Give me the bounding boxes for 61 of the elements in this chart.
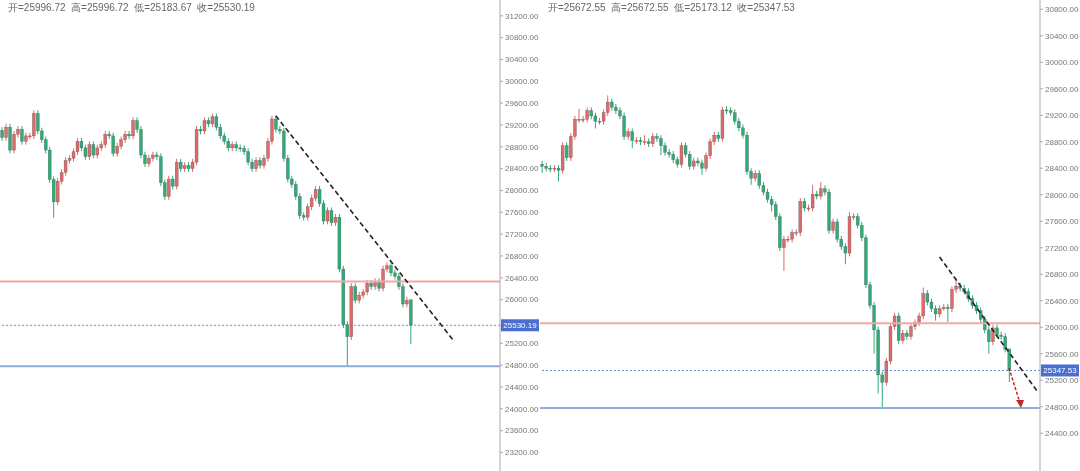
y-tick-label: 27200.00	[1045, 243, 1079, 253]
candlestick	[167, 175, 171, 201]
y-tick-label: 28000.00	[505, 186, 539, 196]
y-tick-label: 26000.00	[1045, 323, 1079, 333]
candlestick	[540, 160, 544, 174]
y-tick-label: 28400.00	[505, 164, 539, 174]
candlestick	[1007, 348, 1011, 383]
candlestick	[700, 159, 704, 176]
chart-title: 开=25996.72 高=25996.72 低=25183.67 收=25530.19	[6, 1, 257, 15]
y-tick-label: 30000.00	[1045, 58, 1079, 68]
candlestick	[630, 128, 634, 149]
y-tick-label: 24800.00	[1045, 402, 1079, 412]
y-tick-label: 26800.00	[505, 251, 539, 261]
candlestick	[147, 154, 151, 168]
ref-line-label: 25347.53	[1043, 366, 1078, 376]
y-tick-label: 28800.00	[505, 142, 539, 152]
candlestick	[12, 130, 16, 154]
y-tick-label: 29600.00	[505, 98, 539, 108]
y-tick-label: 23200.00	[505, 448, 539, 458]
candlestick	[258, 156, 262, 170]
chart-title: 开=25672.55 高=25672.55 低=25173.12 收=25347.53	[546, 1, 797, 15]
candlestick	[20, 125, 24, 146]
y-tick-label: 23600.00	[505, 426, 539, 436]
y-tick-label: 28400.00	[1045, 164, 1079, 174]
candlestick	[905, 329, 909, 341]
candlestick	[659, 134, 663, 156]
y-tick-label: 29600.00	[1045, 84, 1079, 94]
y-tick-label: 29200.00	[505, 120, 539, 130]
y-tick-label: 30000.00	[505, 77, 539, 87]
y-tick-label: 31200.00	[505, 11, 539, 21]
candlestick	[1003, 332, 1007, 353]
y-tick-label: 28800.00	[1045, 137, 1079, 147]
y-tick-label: 26400.00	[505, 273, 539, 283]
candlestick	[679, 141, 684, 169]
candlestick	[614, 103, 618, 115]
y-tick-label: 25200.00	[1045, 376, 1079, 386]
y-tick-label: 24000.00	[505, 404, 539, 414]
y-tick-label: 26000.00	[505, 295, 539, 305]
y-tick-label: 28000.00	[1045, 190, 1079, 200]
y-tick-label: 27200.00	[505, 229, 539, 239]
candlestick	[131, 116, 135, 140]
y-tick-label: 24800.00	[505, 360, 539, 370]
y-tick-label: 30400.00	[505, 55, 539, 65]
ref-line-label: 25530.19	[503, 321, 538, 331]
candlestick	[32, 109, 36, 140]
y-tick-label: 30800.00	[505, 33, 539, 43]
candlestick	[111, 132, 115, 158]
y-tick-label: 26400.00	[1045, 296, 1079, 306]
candlestick	[835, 218, 839, 243]
y-tick-label: 24400.00	[505, 382, 539, 392]
y-tick-label: 27600.00	[505, 208, 539, 218]
y-tick-label: 25200.00	[505, 339, 539, 349]
candlestick	[151, 151, 155, 163]
y-tick-label: 24400.00	[1045, 429, 1079, 439]
candlestick	[8, 123, 12, 154]
y-tick-label: 25600.00	[1045, 349, 1079, 359]
y-tick-label: 26800.00	[1045, 270, 1079, 280]
y-tick-label: 27600.00	[1045, 217, 1079, 227]
y-tick-label: 30800.00	[1045, 5, 1079, 15]
y-tick-label: 29200.00	[1045, 111, 1079, 121]
y-tick-label: 30400.00	[1045, 31, 1079, 41]
